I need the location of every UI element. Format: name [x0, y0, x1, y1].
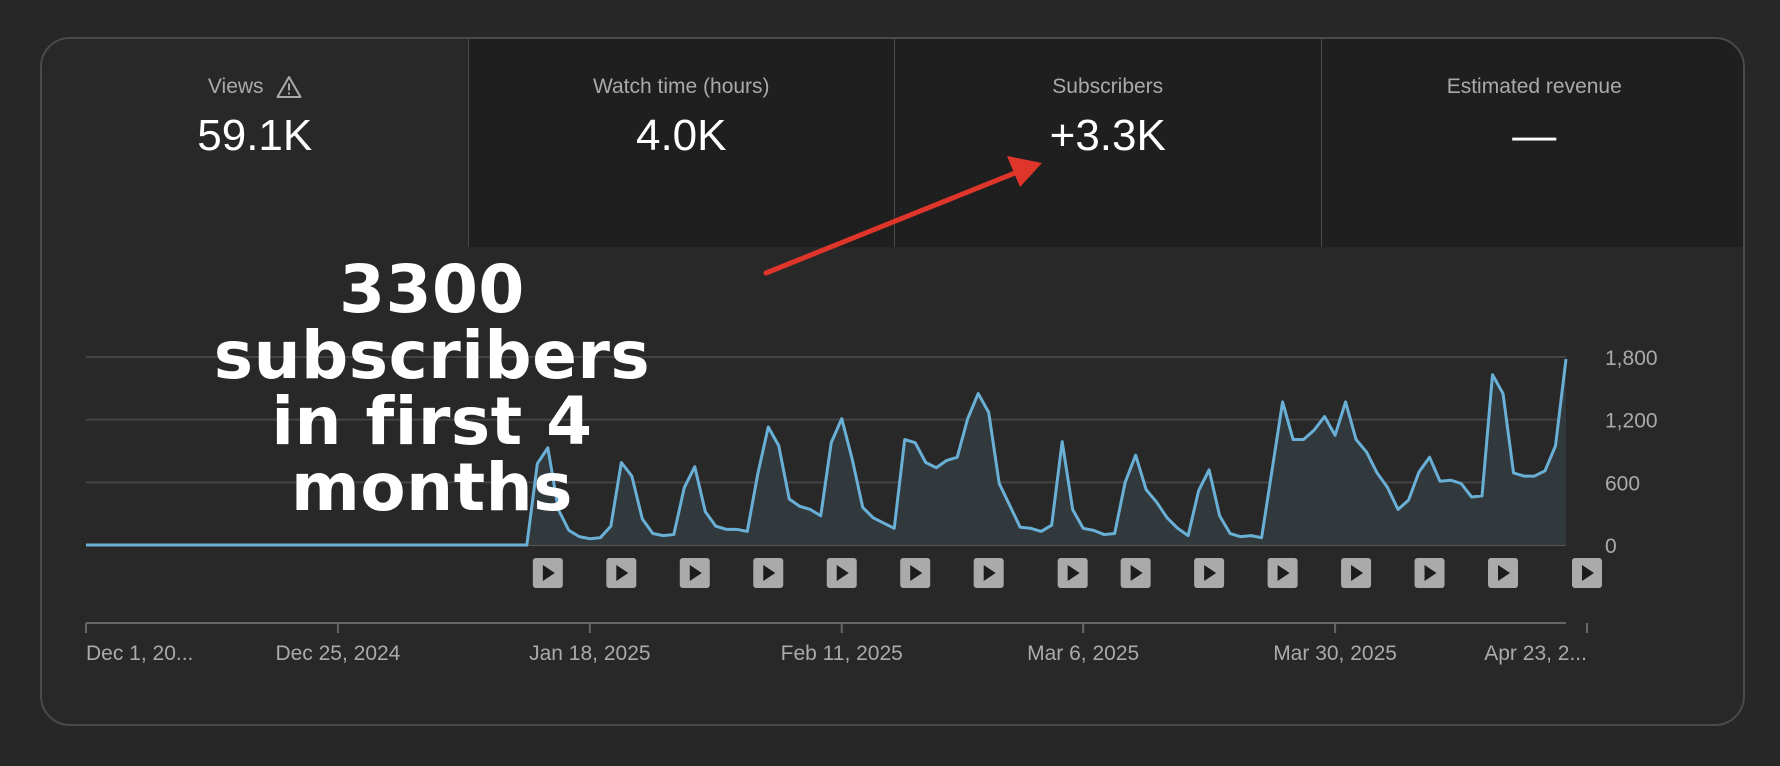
- video-marker-play-icon[interactable]: [606, 558, 637, 588]
- annotation-arrow: [763, 156, 1042, 276]
- x-tick-label: Dec 25, 2024: [275, 642, 400, 665]
- analytics-card: Views 59.1K Watch time (hours) 4.0K Subs…: [40, 37, 1745, 726]
- x-tick-label: Mar 30, 2025: [1273, 642, 1397, 665]
- metric-value-subscribers: +3.3K: [1049, 111, 1166, 160]
- chart-area-fill: [86, 359, 1566, 545]
- y-tick-label: 1,200: [1605, 410, 1658, 433]
- video-marker-play-icon[interactable]: [1571, 558, 1602, 588]
- x-tick-label: Feb 11, 2025: [781, 642, 903, 665]
- video-marker-play-icon[interactable]: [1341, 558, 1372, 588]
- x-tick-label: Mar 6, 2025: [1027, 642, 1139, 665]
- metric-label-views: Views: [207, 75, 264, 98]
- video-marker-play-icon[interactable]: [532, 558, 563, 588]
- metric-value-watch-time: 4.0K: [635, 111, 727, 160]
- video-marker-play-icon[interactable]: [1488, 558, 1519, 588]
- metric-label-revenue: Estimated revenue: [1446, 75, 1622, 98]
- video-marker-play-icon[interactable]: [1414, 558, 1445, 588]
- video-marker-play-icon[interactable]: [900, 558, 931, 588]
- y-tick-label: 0: [1605, 535, 1617, 558]
- chart-series-line: [86, 358, 1568, 547]
- video-marker-play-icon[interactable]: [1057, 558, 1088, 588]
- x-tick-label: Dec 1, 20...: [86, 642, 193, 665]
- metric-label-subscribers: Subscribers: [1052, 75, 1164, 98]
- video-markers: [532, 558, 1602, 588]
- y-axis-ticks: 1,800 1,200 600 0: [1605, 347, 1658, 558]
- annotation-line-1: 3300 subscribers: [213, 251, 651, 394]
- metric-value-revenue: —: [1512, 111, 1557, 160]
- video-marker-play-icon[interactable]: [973, 558, 1004, 588]
- metric-value-views: 59.1K: [197, 111, 313, 160]
- arrow-shaft: [763, 168, 1023, 276]
- video-marker-play-icon[interactable]: [679, 558, 710, 588]
- warning-icon[interactable]: [276, 75, 302, 99]
- annotation-text: 3300 subscribers in first 4 months: [152, 257, 712, 521]
- video-marker-play-icon[interactable]: [826, 558, 857, 588]
- metric-tab-views[interactable]: Views 59.1K: [42, 39, 469, 247]
- video-marker-play-icon[interactable]: [753, 558, 784, 588]
- x-axis: Dec 1, 20... Dec 25, 2024 Jan 18, 2025 Feb …: [85, 622, 1588, 665]
- video-marker-play-icon[interactable]: [1267, 558, 1298, 588]
- metric-tab-revenue[interactable]: Estimated revenue —: [1321, 39, 1743, 247]
- x-tick-label: Jan 18, 2025: [529, 642, 650, 665]
- annotation-line-2: in first 4 months: [271, 383, 593, 526]
- subscribers-chart: 1,800 1,200 600 0 Dec 1, 20... Dec 25, 2024 J…: [85, 156, 1658, 665]
- y-tick-label: 1,800: [1605, 347, 1658, 370]
- metrics-bar: Views 59.1K Watch time (hours) 4.0K Subs…: [42, 39, 1743, 247]
- video-marker-play-icon[interactable]: [1120, 558, 1151, 588]
- metric-tab-subscribers[interactable]: Subscribers +3.3K: [895, 39, 1322, 247]
- x-tick-label: Apr 23, 2...: [1484, 642, 1587, 665]
- video-marker-play-icon[interactable]: [1194, 558, 1225, 588]
- metric-tab-watch-time[interactable]: Watch time (hours) 4.0K: [468, 39, 895, 247]
- y-tick-label: 600: [1605, 472, 1640, 495]
- arrow-head: [1007, 156, 1042, 187]
- metric-label-watch-time: Watch time (hours): [592, 75, 770, 98]
